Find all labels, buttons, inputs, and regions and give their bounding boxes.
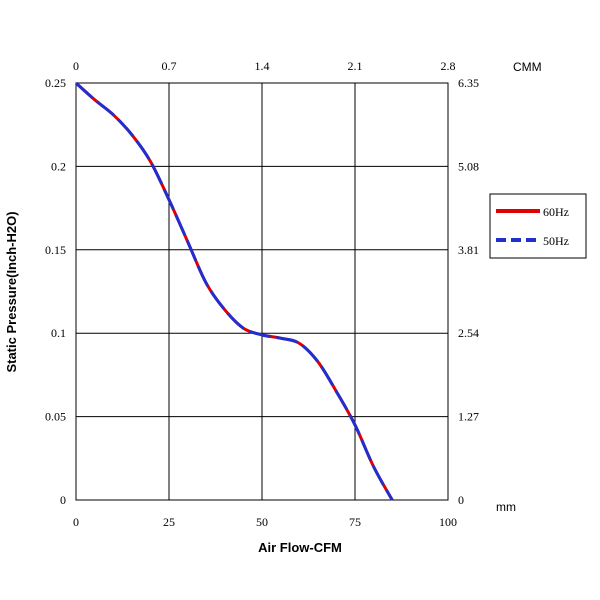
plot-frame	[75, 82, 449, 501]
top-tick-label: 2.8	[441, 59, 456, 73]
series-line-50hz	[74, 81, 394, 501]
top-tick-label: 0.7	[162, 59, 177, 73]
x-tick-label: 100	[439, 515, 457, 529]
right-tick-label: 2.54	[458, 326, 479, 340]
right-tick-label: 5.08	[458, 159, 479, 173]
right-tick-label: 1.27	[458, 410, 479, 424]
y-tick-label: 0.2	[51, 159, 66, 173]
y-axis-title: Static Pressure(Inch-H2O)	[4, 211, 19, 372]
x-tick-label: 0	[73, 515, 79, 529]
series-lines	[74, 81, 394, 501]
right-tick-label: 3.81	[458, 243, 479, 257]
right-tick-label: 6.35	[458, 76, 479, 90]
y-tick-label: 0.05	[45, 410, 66, 424]
right-tick-label: 0	[458, 493, 464, 507]
right-axis-unit: mm	[496, 500, 516, 514]
legend-label-60hz: 60Hz	[543, 205, 569, 219]
y-tick-label: 0	[60, 493, 66, 507]
x-axis-title: Air Flow-CFM	[258, 540, 342, 555]
top-axis-unit: CMM	[513, 60, 542, 74]
legend-box	[489, 193, 587, 259]
grid-lines	[76, 83, 448, 500]
top-tick-label: 0	[73, 59, 79, 73]
x-tick-label: 75	[349, 515, 361, 529]
legend: 60Hz 50Hz	[489, 193, 587, 259]
legend-label-50hz: 50Hz	[543, 234, 569, 248]
y-tick-label: 0.25	[45, 76, 66, 90]
top-tick-label: 1.4	[255, 59, 270, 73]
y-tick-label: 0.15	[45, 243, 66, 257]
x-tick-label: 25	[163, 515, 175, 529]
x-tick-label: 50	[256, 515, 268, 529]
top-tick-label: 2.1	[348, 59, 363, 73]
y-tick-label: 0.1	[51, 326, 66, 340]
